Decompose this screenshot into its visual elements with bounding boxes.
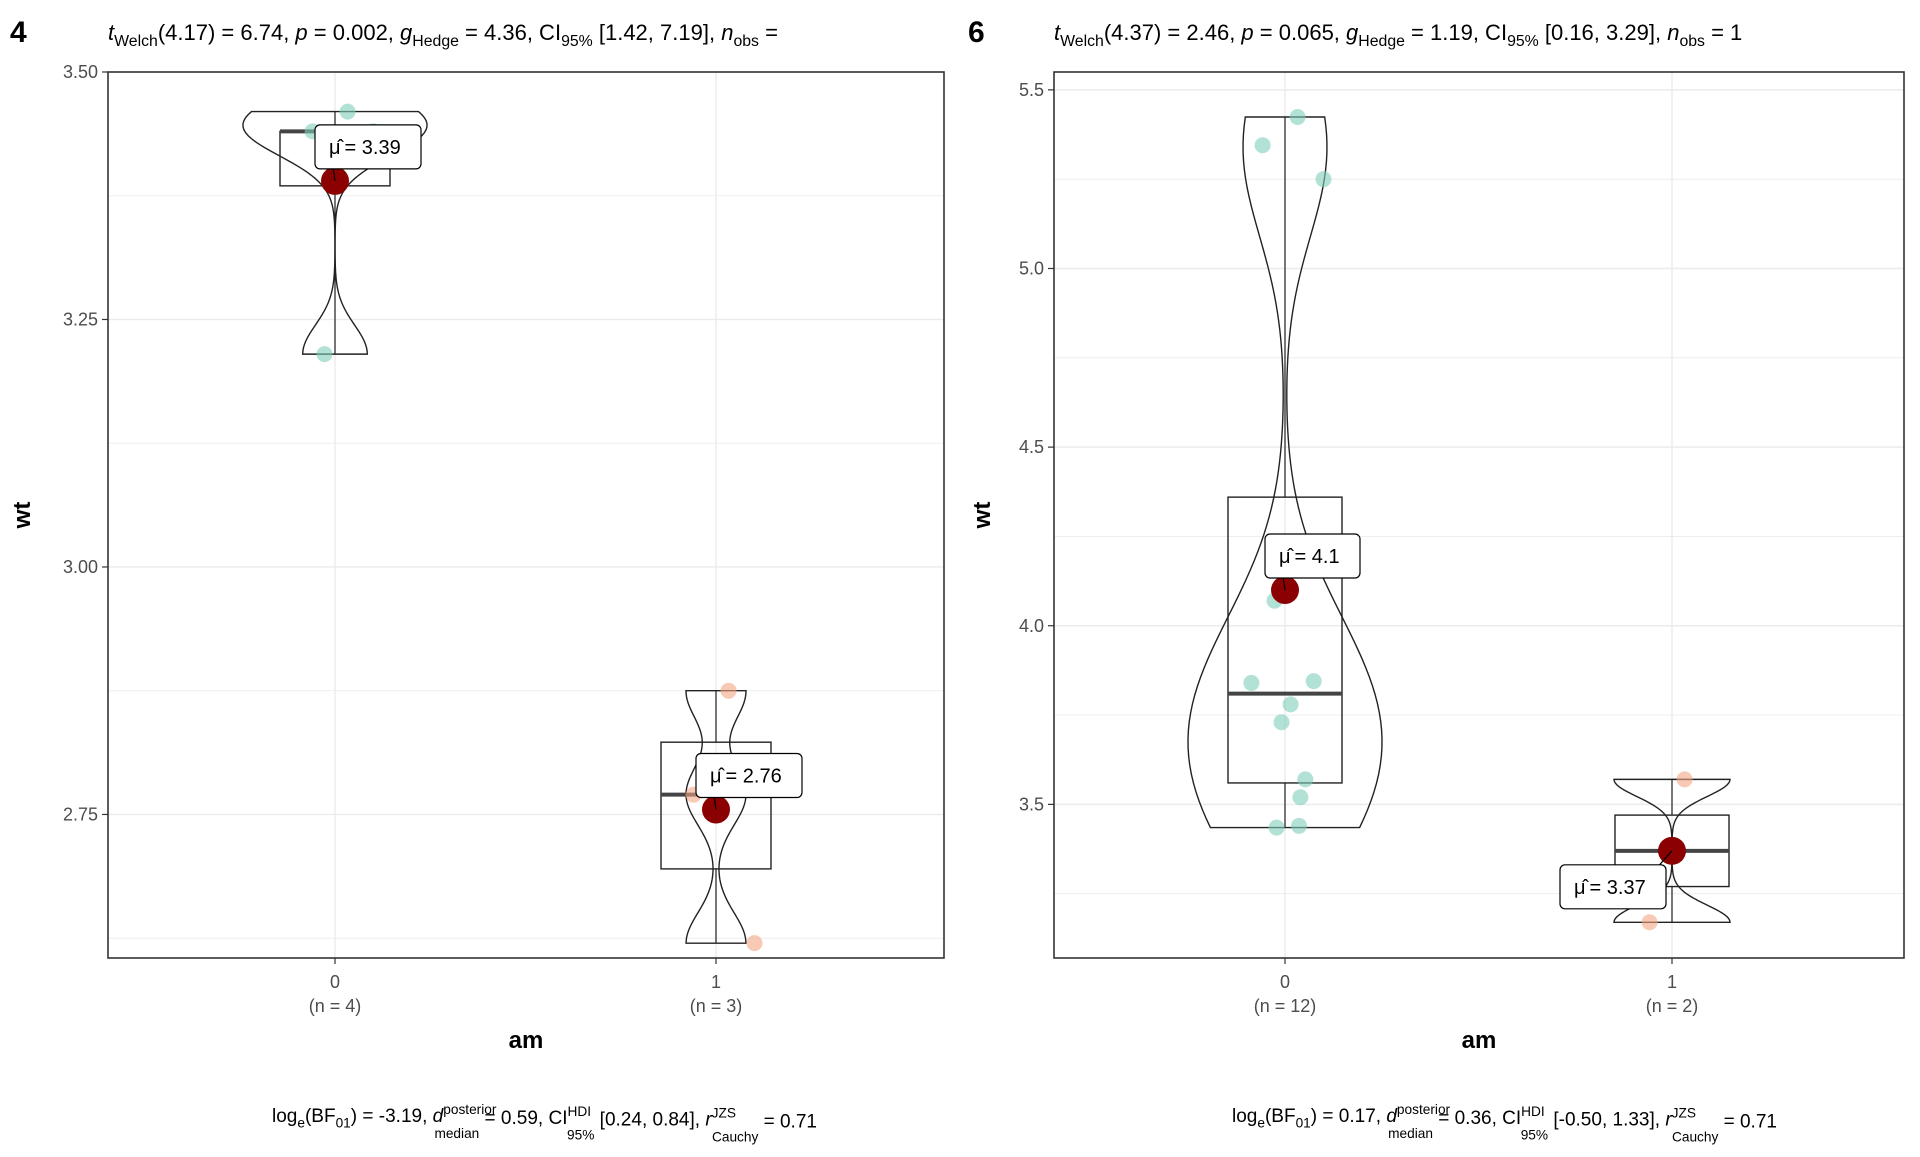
data-point xyxy=(1289,109,1306,126)
data-point xyxy=(1641,914,1658,931)
data-point xyxy=(1676,771,1693,788)
data-point xyxy=(1282,696,1299,713)
mean-label-value: = 3.37 xyxy=(1590,877,1646,899)
mean-label-value: = 3.39 xyxy=(345,137,401,159)
stats-subtitle: tWelch(4.17) = 6.74, p = 0.002, gHedge =… xyxy=(108,20,778,50)
violin-outline xyxy=(1613,778,1731,923)
y-tick-label: 3.5 xyxy=(1019,794,1044,814)
plot-frame xyxy=(107,71,945,959)
x-axis-title: am xyxy=(1462,1027,1497,1054)
panel-tag: 4 xyxy=(10,16,27,49)
data-point xyxy=(1243,674,1260,691)
data-point xyxy=(1254,137,1271,154)
x-tick-label: 0 xyxy=(330,972,340,992)
y-tick-label: 4.0 xyxy=(1019,616,1044,636)
bayes-caption: loge(BF01) = 0.17, dposterior median = 0.… xyxy=(1232,1102,1777,1145)
box-iqr xyxy=(660,741,772,870)
data-point xyxy=(1292,789,1309,806)
data-point xyxy=(1268,819,1285,836)
mean-label-box xyxy=(1264,533,1361,579)
group-1: μ̂ = 3.37 xyxy=(1559,771,1731,931)
y-tick-label: 3.25 xyxy=(63,309,98,329)
x-count-label: (n = 12) xyxy=(1254,996,1317,1016)
y-tick-label: 3.00 xyxy=(63,557,98,577)
plot-frame xyxy=(1053,71,1905,959)
chart-panel-6: 5.5 5.0 4.5 4.0 3.5 0 (n = 12) 1 (n = 2) am wt 6 tWe… xyxy=(968,16,1905,1145)
mean-label: μ̂ = 2.76 xyxy=(710,766,782,788)
y-tick-label: 4.5 xyxy=(1019,437,1044,457)
box-iqr xyxy=(1227,496,1343,784)
data-point xyxy=(1297,771,1314,788)
violin-outline xyxy=(1187,116,1383,829)
y-tick-label: 2.75 xyxy=(63,804,98,824)
mean-label-box xyxy=(314,124,422,170)
x-axis-title: am xyxy=(509,1027,544,1054)
mean-label: μ̂ = 3.37 xyxy=(1574,877,1646,899)
group-0: μ̂ = 3.39 xyxy=(242,103,428,363)
x-tick-label: 1 xyxy=(711,972,721,992)
x-tick-label: 1 xyxy=(1667,972,1677,992)
plot-background xyxy=(1054,72,1904,958)
x-count-label: (n = 2) xyxy=(1646,996,1699,1016)
bayes-caption: loge(BF01) = -3.19, dposterior median = 0… xyxy=(272,1102,817,1145)
data-point xyxy=(316,346,333,363)
x-tick-label: 0 xyxy=(1280,972,1290,992)
y-tick-label: 3.50 xyxy=(63,62,98,82)
stats-subtitle: tWelch(4.37) = 2.46, p = 0.065, gHedge =… xyxy=(1054,20,1742,50)
mean-label-value: = 2.76 xyxy=(726,766,782,788)
data-point xyxy=(746,935,763,952)
y-tick-label: 5.5 xyxy=(1019,80,1044,100)
mean-label-value: = 4.1 xyxy=(1295,546,1340,568)
chart-panel-4: 3.50 3.25 3.00 2.75 0 (n = 4) 1 (n = 3) am wt 4 tWe… xyxy=(9,16,945,1145)
mean-label: μ̂ = 3.39 xyxy=(329,137,401,159)
data-point xyxy=(1305,673,1322,690)
x-count-label: (n = 3) xyxy=(690,996,743,1016)
group-1: μ̂ = 2.76 xyxy=(660,682,803,952)
violin-outline xyxy=(685,690,747,944)
data-point xyxy=(1273,714,1290,731)
data-point xyxy=(1315,171,1332,188)
data-point xyxy=(339,103,356,120)
y-axis-title: wt xyxy=(969,502,996,530)
panel-tag: 6 xyxy=(968,16,985,49)
y-tick-label: 5.0 xyxy=(1019,258,1044,278)
data-point xyxy=(1291,817,1307,834)
data-point xyxy=(720,682,737,699)
mean-label: μ̂ = 4.1 xyxy=(1279,546,1340,568)
violin-outline xyxy=(242,110,428,355)
mean-label-box xyxy=(695,752,803,799)
group-0: μ̂ = 4.1 xyxy=(1187,109,1383,836)
y-axis-title: wt xyxy=(9,502,36,530)
x-count-label: (n = 4) xyxy=(309,996,362,1016)
plot-background xyxy=(108,72,944,958)
mean-label-box xyxy=(1559,864,1667,910)
